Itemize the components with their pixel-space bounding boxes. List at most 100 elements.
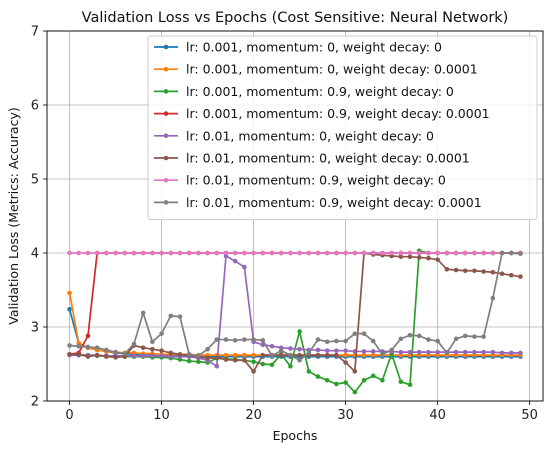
data-point xyxy=(140,345,146,351)
data-point xyxy=(416,255,422,260)
data-point xyxy=(343,360,348,365)
data-point xyxy=(269,362,275,368)
data-point xyxy=(288,250,293,256)
data-point xyxy=(508,350,514,356)
legend-item: lr: 0.001, momentum: 0, weight decay: 0.… xyxy=(154,62,478,77)
data-point xyxy=(306,350,312,356)
data-point xyxy=(168,350,174,356)
data-point xyxy=(398,336,404,342)
data-point xyxy=(324,377,330,383)
data-point xyxy=(315,374,321,379)
x-tick-label: 30 xyxy=(337,408,354,423)
data-point xyxy=(435,250,440,256)
data-point xyxy=(260,352,266,358)
data-point xyxy=(113,250,118,256)
data-point xyxy=(251,250,256,256)
data-point xyxy=(67,306,72,312)
data-point xyxy=(168,354,174,359)
data-point xyxy=(85,333,91,339)
data-point xyxy=(232,258,238,264)
plot-frame xyxy=(46,30,544,402)
chart-title: Validation Loss vs Epochs (Cost Sensitiv… xyxy=(82,10,509,26)
data-point xyxy=(324,339,330,345)
data-point xyxy=(223,337,229,342)
legend-item: lr: 0.01, momentum: 0, weight decay: 0 xyxy=(154,128,434,143)
data-point xyxy=(499,271,505,277)
data-point xyxy=(131,250,137,256)
legend-item: lr: 0.001, momentum: 0.9, weight decay: … xyxy=(154,84,454,99)
legend-item: lr: 0.001, momentum: 0, weight decay: 0 xyxy=(154,40,442,55)
data-point xyxy=(242,250,247,256)
data-point xyxy=(343,338,348,344)
data-point xyxy=(131,341,137,347)
data-point xyxy=(85,344,91,350)
legend-swatch-marker xyxy=(163,66,169,72)
data-point xyxy=(214,363,220,369)
data-point xyxy=(251,359,256,365)
data-point xyxy=(196,250,201,256)
data-point xyxy=(140,250,146,256)
x-tick-label: 50 xyxy=(521,408,538,423)
data-point xyxy=(416,349,422,355)
legend-label: lr: 0.01, momentum: 0.9, weight decay: 0… xyxy=(186,195,482,210)
data-point xyxy=(426,255,431,261)
data-point xyxy=(242,358,247,363)
data-point xyxy=(444,250,450,256)
data-point xyxy=(361,352,367,358)
data-point xyxy=(462,333,468,339)
data-point xyxy=(334,338,339,344)
data-point xyxy=(269,250,275,256)
data-point xyxy=(297,358,302,363)
data-point xyxy=(168,313,174,319)
data-point xyxy=(278,352,284,358)
data-point xyxy=(297,352,302,358)
data-point xyxy=(426,349,431,355)
data-point xyxy=(472,349,477,355)
data-point xyxy=(352,369,358,374)
legend-item: lr: 0.01, momentum: 0.9, weight decay: 0… xyxy=(154,195,482,210)
data-point xyxy=(370,338,376,344)
data-point xyxy=(343,352,348,358)
data-point xyxy=(223,352,229,358)
data-point xyxy=(499,350,505,356)
data-point xyxy=(435,257,440,262)
series-lines xyxy=(67,248,523,395)
data-point xyxy=(398,254,404,259)
data-point xyxy=(122,250,128,256)
legend-swatch-marker xyxy=(163,133,169,139)
data-point xyxy=(518,350,523,356)
legend-label: lr: 0.01, momentum: 0, weight decay: 0.0… xyxy=(186,151,470,166)
data-point xyxy=(242,352,247,358)
data-point xyxy=(232,358,238,363)
data-point xyxy=(416,333,422,339)
data-point xyxy=(389,347,394,353)
data-point xyxy=(232,352,238,358)
data-point xyxy=(67,290,72,296)
data-point xyxy=(297,329,302,334)
data-point xyxy=(472,268,477,274)
data-point xyxy=(370,349,376,354)
data-point xyxy=(508,272,514,278)
data-point xyxy=(380,250,385,256)
data-point xyxy=(407,349,413,355)
data-point xyxy=(462,268,468,274)
data-point xyxy=(462,349,468,355)
data-point xyxy=(380,377,385,383)
data-point xyxy=(76,352,82,357)
data-point xyxy=(380,352,385,357)
data-point xyxy=(343,250,348,256)
data-point xyxy=(251,369,256,374)
data-point xyxy=(288,363,293,369)
data-point xyxy=(490,295,496,301)
data-point xyxy=(278,250,284,256)
data-point xyxy=(518,251,523,257)
data-point xyxy=(67,250,72,256)
data-point xyxy=(67,343,72,348)
data-point xyxy=(490,349,496,355)
data-point xyxy=(251,337,256,342)
data-point xyxy=(518,274,523,279)
legend-item: lr: 0.001, momentum: 0.9, weight decay: … xyxy=(154,106,490,121)
data-point xyxy=(435,338,440,344)
data-point xyxy=(104,354,109,359)
data-point xyxy=(168,250,174,256)
